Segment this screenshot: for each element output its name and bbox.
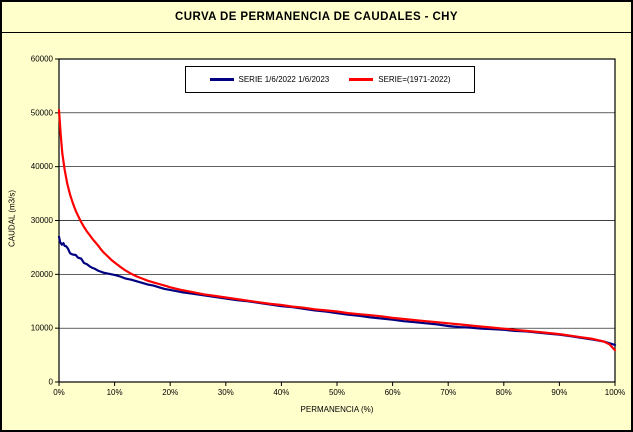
svg-text:90%: 90% xyxy=(551,388,567,397)
svg-text:10000: 10000 xyxy=(31,324,54,333)
legend-label-serie-2022-2023: SERIE 1/6/2022 1/6/2023 xyxy=(238,75,330,84)
svg-text:10%: 10% xyxy=(107,388,123,397)
svg-text:20%: 20% xyxy=(162,388,178,397)
svg-text:80%: 80% xyxy=(496,388,512,397)
legend-item-serie-2022-2023: SERIE 1/6/2022 1/6/2023 xyxy=(209,75,330,84)
svg-text:0: 0 xyxy=(49,378,54,387)
svg-text:70%: 70% xyxy=(440,388,456,397)
chart-title: CURVA DE PERMANENCIA DE CAUDALES - CHY xyxy=(175,11,458,23)
svg-text:40000: 40000 xyxy=(31,162,54,171)
svg-text:20000: 20000 xyxy=(31,270,54,279)
legend-label-serie-1971-2022: SERIE=(1971-2022) xyxy=(378,75,451,84)
svg-text:0%: 0% xyxy=(53,388,65,397)
svg-text:60000: 60000 xyxy=(31,55,54,64)
svg-text:40%: 40% xyxy=(273,388,289,397)
title-divider xyxy=(2,32,631,33)
legend-line-swatch-navy xyxy=(209,78,234,81)
y-axis-title: CAUDAL (m3/s) xyxy=(7,189,17,248)
legend-item-serie-1971-2022: SERIE=(1971-2022) xyxy=(349,75,451,84)
svg-text:50000: 50000 xyxy=(31,108,54,117)
svg-text:30%: 30% xyxy=(218,388,234,397)
svg-text:60%: 60% xyxy=(385,388,401,397)
svg-text:100%: 100% xyxy=(605,388,625,397)
svg-text:30000: 30000 xyxy=(31,216,54,225)
legend: SERIE 1/6/2022 1/6/2023 SERIE=(1971-2022… xyxy=(185,66,475,93)
x-axis-title: PERMANENCIA (%) xyxy=(300,405,374,414)
legend-line-swatch-red xyxy=(349,78,374,81)
svg-text:50%: 50% xyxy=(329,388,345,397)
